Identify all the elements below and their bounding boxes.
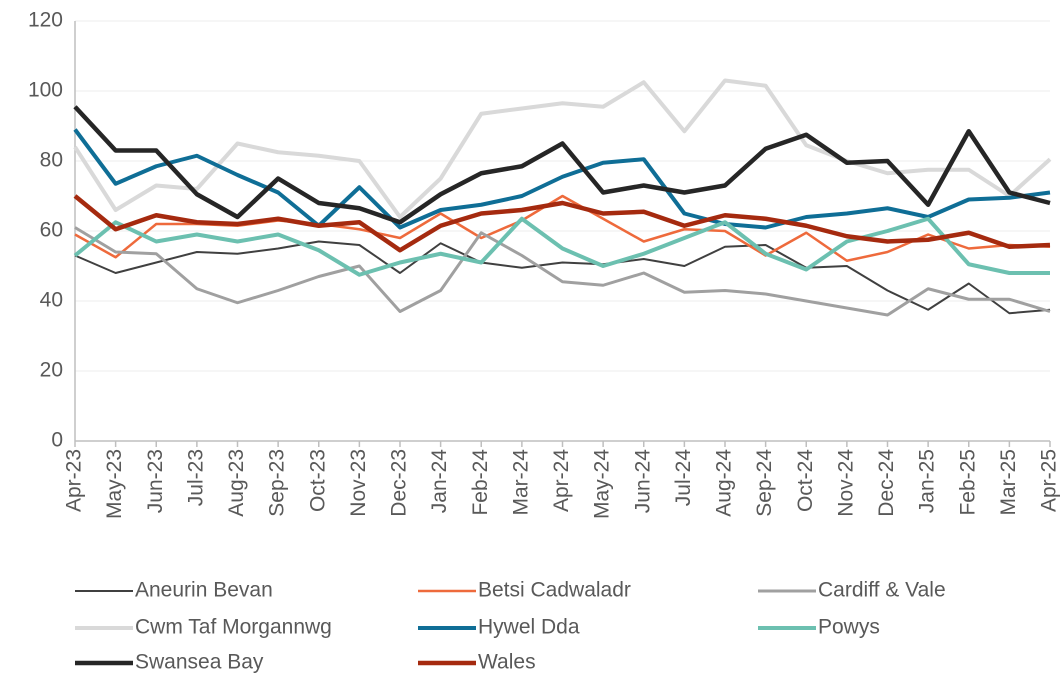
- y-tick-label: 120: [28, 9, 63, 32]
- legend-label: Cwm Taf Morgannwg: [135, 616, 332, 639]
- x-tick-label: Jul-23: [184, 449, 207, 506]
- x-tick-label: Apr-23: [63, 449, 86, 512]
- x-tick-label: Sep-23: [266, 449, 289, 517]
- series-line: [73, 78, 1052, 219]
- legend-label: Wales: [478, 651, 536, 674]
- x-tick-label: Mar-24: [509, 449, 532, 516]
- x-tick-label: Jan-25: [916, 449, 939, 513]
- series-line: [73, 105, 1051, 225]
- x-tick-label: Feb-24: [469, 449, 492, 516]
- y-tick-label: 80: [40, 149, 63, 172]
- x-tick-label: Mar-25: [997, 449, 1020, 516]
- legend-label: Hywel Dda: [478, 616, 580, 639]
- legend-label: Swansea Bay: [135, 651, 264, 674]
- x-tick-label: Jun-24: [631, 449, 654, 514]
- x-tick-label: May-24: [591, 449, 614, 519]
- x-tick-label: Feb-25: [956, 449, 979, 516]
- y-tick-label: 100: [28, 79, 63, 102]
- legend-label: Aneurin Bevan: [135, 579, 273, 602]
- y-tick-label: 20: [40, 359, 63, 382]
- x-tick-label: Oct-23: [306, 449, 329, 512]
- x-tick-label: May-23: [103, 449, 126, 519]
- legend-label: Betsi Cadwaladr: [478, 579, 631, 602]
- series-line: [73, 194, 1051, 253]
- x-tick-label: Nov-23: [347, 449, 370, 517]
- x-tick-label: Jan-24: [428, 449, 451, 514]
- x-tick-label: Dec-23: [388, 449, 411, 517]
- x-tick-label: Dec-24: [875, 449, 898, 517]
- x-tick-label: Jun-23: [144, 449, 167, 513]
- series-line: [73, 216, 1050, 277]
- series-line: [74, 240, 1051, 315]
- x-tick-label: Aug-24: [713, 449, 736, 517]
- y-tick-label: 0: [51, 429, 63, 452]
- x-tick-label: Apr-25: [1038, 449, 1061, 512]
- x-tick-label: Jul-24: [672, 449, 695, 507]
- x-tick-label: Oct-24: [794, 449, 817, 512]
- x-tick-label: Apr-24: [550, 449, 573, 512]
- legend-label: Powys: [818, 616, 880, 639]
- x-tick-label: Nov-24: [834, 449, 857, 517]
- series-line: [74, 226, 1051, 317]
- x-tick-label: Aug-23: [225, 449, 248, 517]
- series-line: [73, 128, 1051, 230]
- y-tick-label: 60: [40, 219, 63, 242]
- legend-label: Cardiff & Vale: [818, 579, 946, 602]
- x-tick-label: Sep-24: [753, 449, 776, 517]
- y-tick-label: 40: [40, 289, 63, 312]
